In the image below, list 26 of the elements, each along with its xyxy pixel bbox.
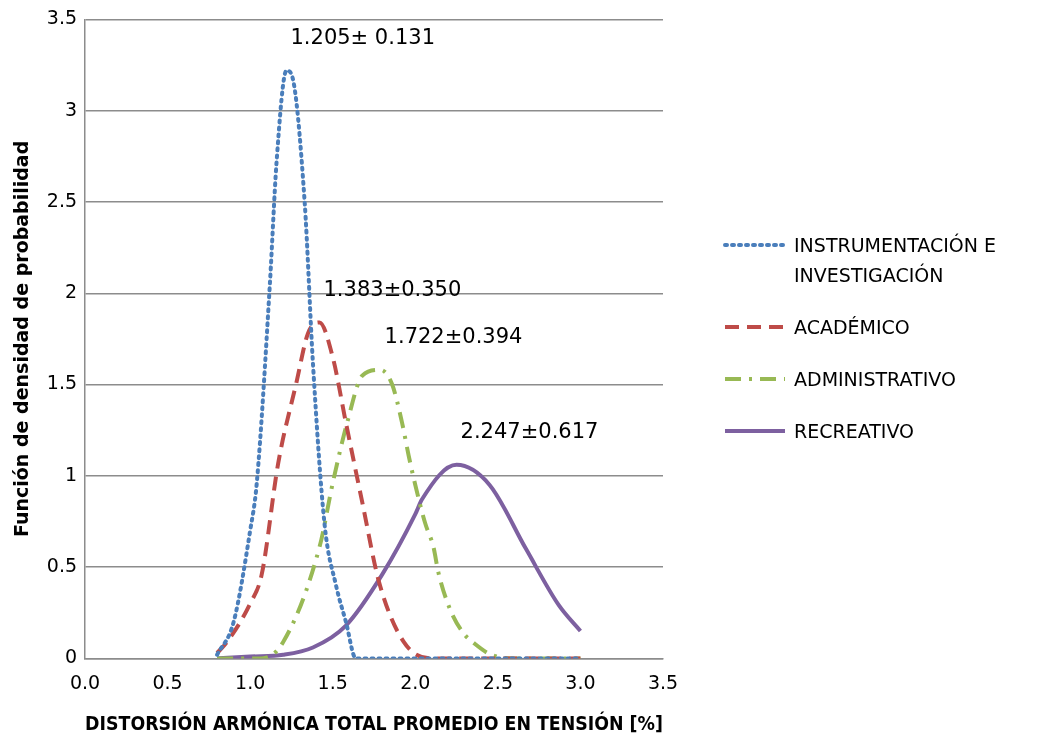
y-tick-label: 1.5 xyxy=(46,371,78,394)
x-tick-label: 0.5 xyxy=(152,670,183,693)
x-tick-label: 3.0 xyxy=(565,670,596,693)
x-axis-title: DISTORSIÓN ARMÓNICA TOTAL PROMEDIO EN TENSIÓN [%] xyxy=(85,711,663,734)
legend-label: RECREATIVO xyxy=(794,419,915,444)
legend-label: ADMINISTRATIVO xyxy=(794,367,956,392)
y-tick-label: 2.5 xyxy=(46,188,78,211)
x-tick-label: 3.5 xyxy=(647,670,679,693)
y-tick-label: 3.5 xyxy=(46,6,78,29)
x-tick-label: 1.0 xyxy=(235,670,266,693)
annotation: 2.247±0.617 xyxy=(460,419,599,444)
legend-label: ACADÉMICO xyxy=(794,315,910,340)
x-tick-label: 2.0 xyxy=(400,670,431,693)
annotation: 1.205± 0.131 xyxy=(290,24,435,49)
x-tick-label: 1.5 xyxy=(317,670,348,693)
y-tick-label: 1 xyxy=(64,462,78,485)
y-tick-label: 0.5 xyxy=(46,554,78,577)
y-axis-title: Función de densidad de probabilidad xyxy=(10,140,33,538)
annotation: 1.722±0.394 xyxy=(384,324,523,349)
y-tick-label: 0 xyxy=(64,645,78,668)
y-tick-label: 3 xyxy=(64,97,78,120)
x-tick-label: 2.5 xyxy=(482,670,513,693)
legend-label: INSTRUMENTACIÓN E INVESTIGACIÓN xyxy=(794,232,998,288)
y-tick-label: 2 xyxy=(64,280,78,303)
x-tick-label: 0.0 xyxy=(69,670,101,693)
annotation: 1.383±0.350 xyxy=(323,276,462,301)
